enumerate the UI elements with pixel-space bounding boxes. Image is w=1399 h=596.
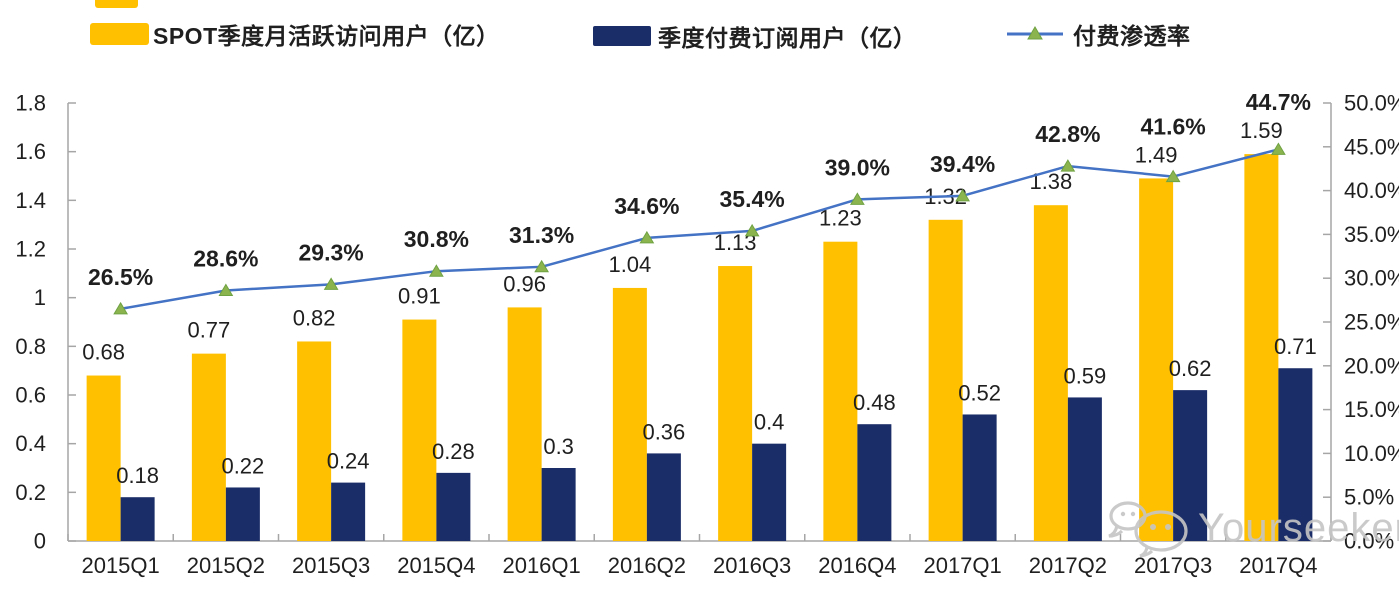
- cropped-yellow-fragment: [95, 0, 138, 8]
- legend-item-mau: SPOT季度月活跃访问用户（亿）: [90, 21, 500, 49]
- svg-text:1.8: 1.8: [15, 91, 46, 116]
- svg-text:0.68: 0.68: [82, 340, 125, 365]
- legend-label-subs: 季度付费订阅用户（亿）: [658, 25, 917, 51]
- svg-text:0.59: 0.59: [1063, 363, 1106, 388]
- svg-text:20.0%: 20.0%: [1344, 353, 1399, 378]
- svg-text:2015Q2: 2015Q2: [187, 553, 265, 578]
- svg-text:0.2: 0.2: [15, 480, 46, 505]
- svg-text:0.71: 0.71: [1274, 334, 1317, 359]
- svg-text:2017Q4: 2017Q4: [1239, 553, 1317, 578]
- svg-text:0.18: 0.18: [116, 463, 159, 488]
- svg-text:28.6%: 28.6%: [193, 245, 258, 271]
- svg-text:0.4: 0.4: [754, 410, 785, 435]
- svg-text:26.5%: 26.5%: [88, 264, 153, 290]
- watermark: Yourseeker: [1104, 498, 1399, 558]
- svg-text:40.0%: 40.0%: [1344, 178, 1399, 203]
- legend-swatch-yellow-bar: [90, 23, 149, 45]
- svg-text:25.0%: 25.0%: [1344, 310, 1399, 335]
- svg-text:2015Q3: 2015Q3: [292, 553, 370, 578]
- svg-text:1: 1: [34, 285, 46, 310]
- legend-item-penetration: 付费渗透率: [1007, 21, 1191, 49]
- svg-text:0.4: 0.4: [15, 431, 46, 456]
- svg-text:31.3%: 31.3%: [509, 222, 574, 248]
- svg-text:2016Q4: 2016Q4: [818, 553, 896, 578]
- svg-text:0.82: 0.82: [293, 305, 336, 330]
- svg-text:0.3: 0.3: [543, 434, 574, 459]
- svg-text:0.24: 0.24: [327, 449, 370, 474]
- svg-text:0: 0: [34, 529, 46, 554]
- svg-text:45.0%: 45.0%: [1344, 134, 1399, 159]
- svg-text:5.0%: 5.0%: [1344, 485, 1394, 510]
- svg-text:30.8%: 30.8%: [404, 226, 469, 252]
- svg-text:0.62: 0.62: [1169, 356, 1212, 381]
- svg-text:0.8: 0.8: [15, 334, 46, 359]
- svg-text:50.0%: 50.0%: [1344, 91, 1399, 116]
- legend-line-marker-icon: [1007, 26, 1063, 40]
- svg-text:2017Q2: 2017Q2: [1029, 553, 1107, 578]
- watermark-text: Yourseeker: [1198, 506, 1399, 550]
- svg-text:1.59: 1.59: [1240, 118, 1283, 143]
- svg-text:2015Q1: 2015Q1: [81, 553, 159, 578]
- svg-text:2016Q2: 2016Q2: [608, 553, 686, 578]
- svg-text:0.96: 0.96: [503, 271, 546, 296]
- svg-text:0.28: 0.28: [432, 439, 475, 464]
- svg-text:1.4: 1.4: [15, 188, 46, 213]
- legend-label-penetration: 付费渗透率: [1073, 23, 1191, 49]
- svg-text:1.6: 1.6: [15, 139, 46, 164]
- svg-text:34.6%: 34.6%: [614, 193, 679, 219]
- svg-text:0.6: 0.6: [15, 383, 46, 408]
- legend-item-subs: 季度付费订阅用户（亿）: [593, 23, 917, 51]
- svg-text:2017Q3: 2017Q3: [1134, 553, 1212, 578]
- svg-text:35.0%: 35.0%: [1344, 222, 1399, 247]
- svg-text:0.91: 0.91: [398, 284, 441, 309]
- svg-text:1.38: 1.38: [1029, 169, 1072, 194]
- svg-text:42.8%: 42.8%: [1035, 121, 1100, 147]
- svg-text:0.0%: 0.0%: [1344, 529, 1394, 554]
- svg-text:2016Q3: 2016Q3: [713, 553, 791, 578]
- svg-text:39.4%: 39.4%: [930, 151, 995, 177]
- svg-text:41.6%: 41.6%: [1141, 113, 1206, 139]
- svg-text:0.52: 0.52: [958, 380, 1001, 405]
- svg-text:0.48: 0.48: [853, 390, 896, 415]
- svg-text:15.0%: 15.0%: [1344, 397, 1399, 422]
- svg-text:0.22: 0.22: [221, 453, 264, 478]
- legend-label-mau: SPOT季度月活跃访问用户（亿）: [153, 23, 500, 49]
- chat-bubbles-icon: [1108, 501, 1188, 558]
- svg-text:39.0%: 39.0%: [825, 154, 890, 180]
- svg-text:1.04: 1.04: [608, 252, 651, 277]
- svg-text:10.0%: 10.0%: [1344, 441, 1399, 466]
- svg-text:1.2: 1.2: [15, 237, 46, 262]
- svg-text:44.7%: 44.7%: [1246, 89, 1311, 115]
- svg-text:0.36: 0.36: [642, 419, 685, 444]
- svg-text:1.49: 1.49: [1135, 142, 1178, 167]
- legend-swatch-navy-bar: [593, 26, 651, 46]
- svg-text:2017Q1: 2017Q1: [923, 553, 1001, 578]
- svg-text:29.3%: 29.3%: [299, 239, 364, 265]
- svg-text:30.0%: 30.0%: [1344, 266, 1399, 291]
- svg-text:2015Q4: 2015Q4: [397, 553, 475, 578]
- svg-text:35.4%: 35.4%: [720, 186, 785, 212]
- svg-text:0.77: 0.77: [187, 318, 230, 343]
- svg-text:2016Q1: 2016Q1: [502, 553, 580, 578]
